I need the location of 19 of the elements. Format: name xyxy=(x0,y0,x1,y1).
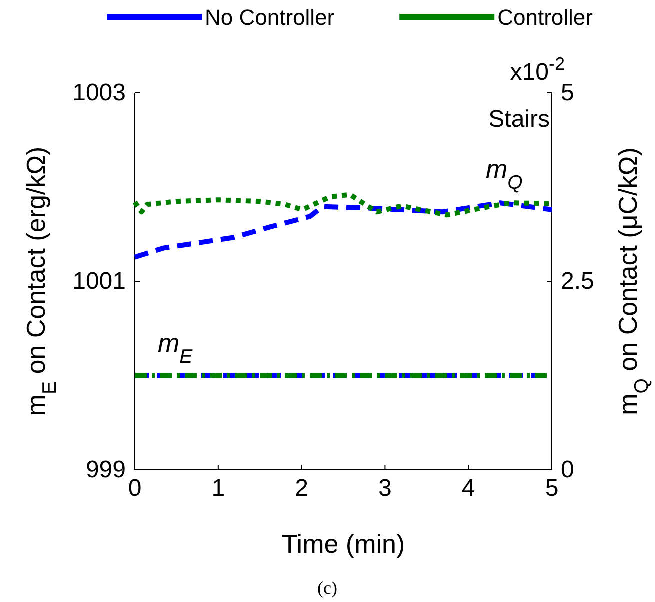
annotation: m$_{E}$ xyxy=(158,328,194,368)
text: (c) xyxy=(318,578,338,598)
y-tick-label: 999 xyxy=(86,456,126,484)
x-tick-label: 4 xyxy=(462,475,476,502)
x-tick-label: 1 xyxy=(212,475,226,502)
annotation: Stairs xyxy=(488,106,550,133)
x-axis-title: Time (min) xyxy=(282,529,406,559)
x-tick-label: 0 xyxy=(128,475,142,502)
y2-tick-label: 0 xyxy=(561,456,574,484)
legend-label: No Controller xyxy=(205,5,335,30)
x-tick-label: 2 xyxy=(295,475,308,502)
y2-tick-label: 5 xyxy=(561,80,574,107)
x-tick-label: 3 xyxy=(378,475,392,502)
annotation: m$_{Q}$ xyxy=(486,154,523,194)
legend-label: Controller xyxy=(498,5,593,30)
y2-tick-label: 2.5 xyxy=(561,268,594,296)
y-tick-label: 1003 xyxy=(72,80,126,107)
y-tick-label: 1001 xyxy=(72,268,126,296)
x-tick-label: 5 xyxy=(545,475,559,502)
